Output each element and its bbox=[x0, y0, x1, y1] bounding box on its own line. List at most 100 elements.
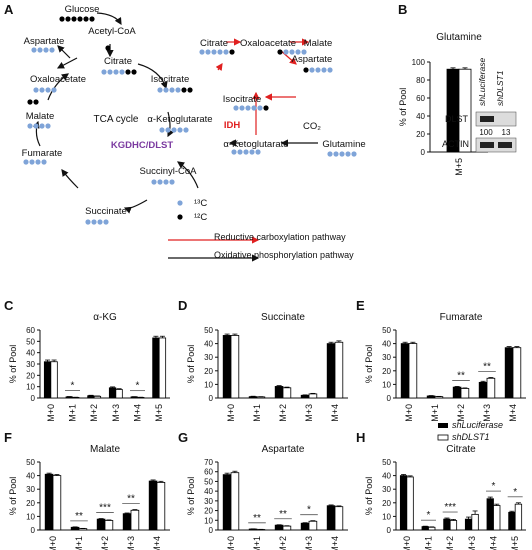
significance-stars: *** bbox=[99, 503, 111, 514]
carbon-dot bbox=[107, 69, 113, 75]
carbon-dot bbox=[163, 87, 169, 93]
y-tick-label: 40 bbox=[204, 340, 213, 349]
bar-shluciferase bbox=[122, 513, 132, 531]
y-tick-label: 0 bbox=[387, 394, 392, 403]
bar-shdlst1 bbox=[282, 387, 292, 399]
carbon-dot bbox=[233, 105, 239, 111]
significance-stars: * bbox=[71, 381, 75, 392]
significance-stars: *** bbox=[444, 502, 456, 513]
y-axis-label: % of Pool bbox=[8, 477, 18, 516]
bar-shluciferase bbox=[65, 396, 73, 399]
carbon-dot bbox=[159, 127, 165, 133]
carbon-dot bbox=[199, 49, 205, 55]
carbon-dot bbox=[283, 49, 289, 55]
carbon-dot bbox=[263, 105, 269, 111]
node-succinate: Succinate bbox=[85, 206, 127, 217]
carbon-dot bbox=[249, 149, 255, 155]
blot-dlst-band-area bbox=[475, 111, 517, 127]
carbon-dot bbox=[151, 179, 157, 185]
node-glutamine: Glutamine bbox=[322, 139, 365, 150]
bar-shdlst1 bbox=[156, 481, 166, 531]
bar-shdlst1 bbox=[115, 389, 123, 399]
significance-stars: * bbox=[513, 487, 517, 498]
bar-shluciferase bbox=[44, 473, 54, 531]
y-tick-label: 50 bbox=[26, 458, 35, 467]
carbon-dot bbox=[77, 16, 83, 22]
bar-shluciferase bbox=[508, 511, 516, 531]
carbon-dot bbox=[91, 219, 97, 225]
carbon-dot bbox=[45, 123, 51, 129]
bar-shluciferase bbox=[108, 387, 117, 399]
panel-label-d: D bbox=[178, 298, 187, 313]
carbon-dot bbox=[101, 69, 107, 75]
carbon-dot bbox=[177, 127, 183, 133]
carbon-dot bbox=[211, 49, 217, 55]
y-tick-label: 60 bbox=[416, 94, 425, 103]
node-r-citrate: Citrate bbox=[200, 38, 228, 49]
carbon-dot bbox=[169, 87, 175, 93]
carbon-dot bbox=[37, 47, 43, 53]
x-tick-label: M+3 bbox=[482, 404, 492, 422]
chart-title: Glutamine bbox=[436, 32, 482, 43]
legend-swatch-shluc bbox=[438, 423, 448, 428]
carbon-dot bbox=[119, 69, 125, 75]
bar-shdlst1 bbox=[104, 520, 114, 531]
carbon-dot bbox=[33, 87, 39, 93]
x-tick-label: M+2 bbox=[89, 404, 99, 422]
x-tick-label: M+4 bbox=[330, 536, 340, 550]
bar-shdlst1 bbox=[449, 520, 458, 531]
y-tick-label: 40 bbox=[204, 487, 213, 496]
legend-black-path: Oxidative phosphorylation pathway bbox=[214, 250, 354, 260]
node-co2: CO₂ bbox=[303, 121, 321, 132]
node-r-malate: Malate bbox=[304, 38, 333, 49]
bar-shdlst1 bbox=[230, 472, 240, 531]
x-tick-label: M+1 bbox=[430, 404, 440, 422]
blot-val2: 13 bbox=[502, 128, 511, 137]
significance-stars: * bbox=[492, 481, 496, 492]
carbon-dot bbox=[169, 179, 175, 185]
carbon-dot bbox=[301, 49, 307, 55]
carbon-dot bbox=[277, 49, 283, 55]
y-tick-label: 30 bbox=[382, 353, 391, 362]
panel-label-b: B bbox=[398, 2, 407, 17]
carbon-dot bbox=[345, 151, 351, 157]
carbon-dot bbox=[85, 219, 91, 225]
significance-stars: ** bbox=[279, 509, 287, 520]
chart-title: Succinate bbox=[261, 312, 305, 323]
x-tick-label: M+4 bbox=[508, 404, 518, 422]
bar-shluciferase bbox=[274, 524, 284, 531]
y-axis-label: % of Pool bbox=[364, 477, 374, 516]
bar-shdlst1 bbox=[308, 393, 318, 399]
x-tick-label: M+2 bbox=[456, 404, 466, 422]
carbon-dot bbox=[309, 67, 315, 73]
significance-stars: ** bbox=[127, 494, 135, 505]
bar-shdlst1 bbox=[282, 525, 292, 531]
y-tick-label: 40 bbox=[382, 340, 391, 349]
carbon-dot bbox=[217, 49, 223, 55]
x-tick-label: M+2 bbox=[278, 404, 288, 422]
carbon-dot bbox=[321, 67, 327, 73]
bar-shluciferase bbox=[300, 522, 310, 531]
bar-shdlst1 bbox=[460, 388, 470, 399]
bar-shdlst1 bbox=[512, 347, 522, 399]
carbon-dot bbox=[39, 123, 45, 129]
carbon-dot bbox=[187, 87, 193, 93]
y-tick-label: 100 bbox=[412, 58, 426, 67]
y-tick-label: 0 bbox=[387, 526, 392, 535]
y-tick-label: 20 bbox=[416, 130, 425, 139]
x-tick-label: M+3 bbox=[111, 404, 121, 422]
western-blot: shLuciferase shDLST1 DLST 100 13 ACTIN bbox=[442, 58, 517, 153]
carbon-dot bbox=[177, 214, 183, 220]
x-tick-label: M+4 bbox=[133, 404, 143, 422]
y-axis-label: % of Pool bbox=[186, 477, 196, 516]
pathway-labels: Glucose Acetyl-CoA Citrate Aspartate Oxa… bbox=[22, 4, 366, 260]
node-fumarate: Fumarate bbox=[22, 148, 63, 159]
blot-actin-band1 bbox=[480, 142, 494, 148]
x-tick-label: M+1 bbox=[424, 536, 434, 550]
bar-shdlst1 bbox=[514, 503, 523, 531]
y-tick-label: 80 bbox=[416, 76, 425, 85]
significance-stars: * bbox=[427, 510, 431, 521]
bar-shdlst1 bbox=[428, 526, 436, 531]
y-tick-label: 10 bbox=[382, 380, 391, 389]
